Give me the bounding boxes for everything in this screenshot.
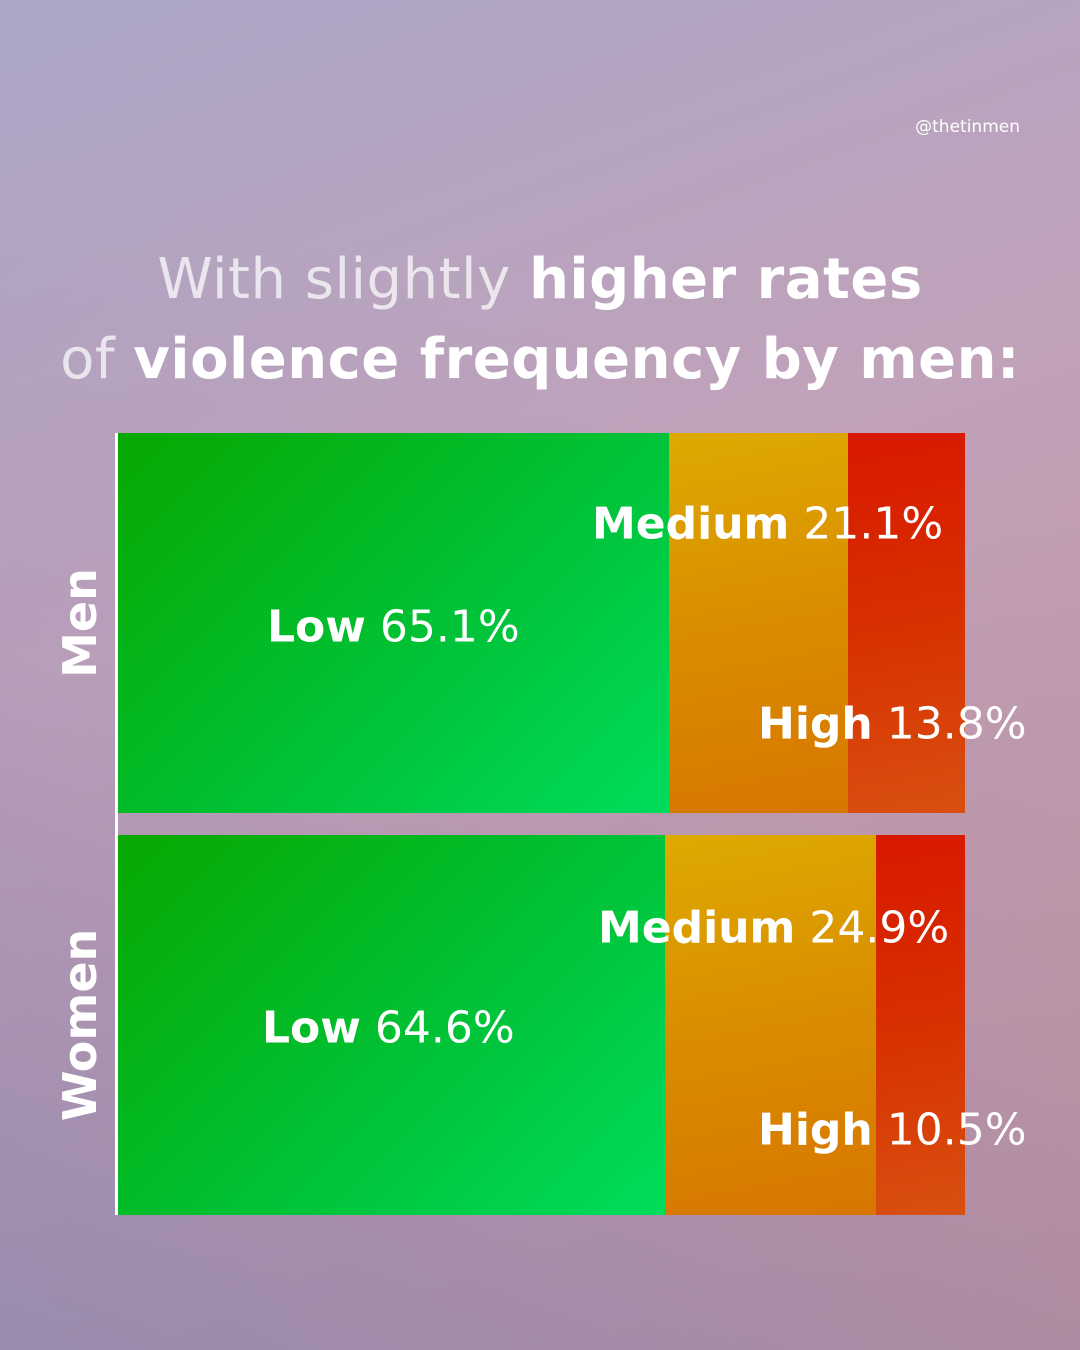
data-label-women-low: Low 64.6%: [262, 1002, 515, 1054]
title-line1-bold: higher rates: [529, 247, 923, 312]
bar-segment-men-medium: [669, 433, 849, 813]
bar-men: [118, 433, 965, 813]
data-label-men-low: Low 65.1%: [267, 601, 520, 653]
bar-segment-women-low: [118, 835, 666, 1215]
bar-segment-men-high: [848, 433, 965, 813]
title-line2-bold: violence frequency by men:: [133, 327, 1020, 392]
data-label-men-medium: Medium 21.1%: [592, 498, 944, 550]
bar-women: [118, 835, 965, 1215]
category-label-women: Women: [53, 928, 107, 1122]
bar-segment-women-medium: [665, 835, 877, 1215]
data-label-men-high: High 13.8%: [758, 698, 1027, 750]
data-label-women-medium: Medium 24.9%: [598, 902, 950, 954]
chart-title: With slightly higher rates of violence f…: [0, 240, 1080, 400]
title-line2-light: of: [60, 327, 134, 392]
y-axis-line: [115, 433, 118, 1215]
author-handle: @thetinmen: [915, 117, 1020, 137]
bar-segment-women-high: [876, 835, 965, 1215]
bar-segment-men-low: [118, 433, 670, 813]
title-line1-light: With slightly: [157, 247, 530, 312]
category-label-men: Men: [53, 568, 107, 678]
data-label-women-high: High 10.5%: [758, 1104, 1027, 1156]
